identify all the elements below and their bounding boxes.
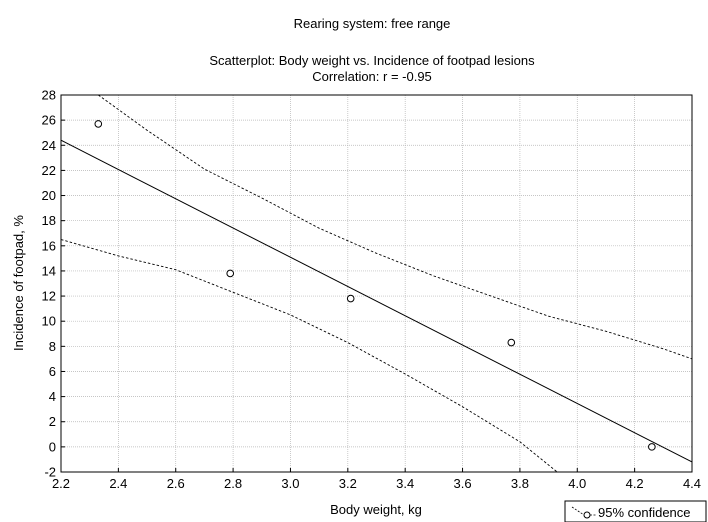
grid-lines [61,95,692,472]
y-tick-label: 6 [49,364,56,379]
x-tick-label: 3.0 [281,476,299,491]
scatter-point [648,443,656,451]
confidence-upper-line [98,95,692,360]
x-tick-label: 4.0 [568,476,586,491]
scatter-point [94,120,103,128]
x-tick-label: 2.4 [109,476,127,491]
scatter-point [226,269,235,278]
legend: 95% confidence [564,500,707,522]
y-tick-label: -2 [44,465,56,480]
x-tick-label: 3.4 [396,476,414,491]
y-tick-label: 18 [42,213,56,228]
x-axis-ticks: 2.2 2.4 2.6 2.8 3.0 3.2 3.4 3.6 3.8 4.0 4.2 4.4 [52,468,701,491]
x-tick-label: 3.6 [454,476,472,491]
y-tick-label: 8 [49,339,56,354]
chart-suptitle: Rearing system: free range [294,16,451,31]
legend-line-icon [571,506,585,516]
x-tick-label: 2.6 [167,476,185,491]
chart-subtitle: Correlation: r = -0.95 [312,69,432,84]
y-tick-label: 24 [42,138,56,153]
y-axis-label: Incidence of footpad, % [11,215,26,351]
legend-label: 95% confidence [598,505,691,520]
y-tick-label: 0 [49,439,56,454]
y-tick-label: 14 [42,263,56,278]
y-tick-label: 20 [42,188,56,203]
confidence-bands [61,95,692,472]
y-tick-label: 28 [42,88,56,103]
scatter-point [507,338,516,347]
scatter-point [346,294,355,303]
regression-line [61,139,692,463]
regression-line-group [61,139,692,463]
x-tick-label: 4.2 [626,476,644,491]
y-tick-label: 22 [42,163,56,178]
plot-frame [60,94,693,473]
x-axis-label: Body weight, kg [330,502,422,517]
y-tick-label: 16 [42,238,56,253]
x-tick-label: 3.2 [339,476,357,491]
y-tick-label: 2 [49,414,56,429]
x-tick-label: 2.8 [224,476,242,491]
x-tick-label: 2.2 [52,476,70,491]
data-points [94,120,656,451]
x-tick-label: 3.8 [511,476,529,491]
y-tick-label: 12 [42,289,56,304]
legend-box [564,500,707,522]
x-tick-label: 4.4 [683,476,701,491]
y-tick-label: 26 [42,113,56,128]
y-tick-label: 10 [42,314,56,329]
legend-marker-icon [583,511,591,519]
y-tick-label: 4 [49,389,56,404]
chart-title: Scatterplot: Body weight vs. Incidence o… [209,53,535,68]
